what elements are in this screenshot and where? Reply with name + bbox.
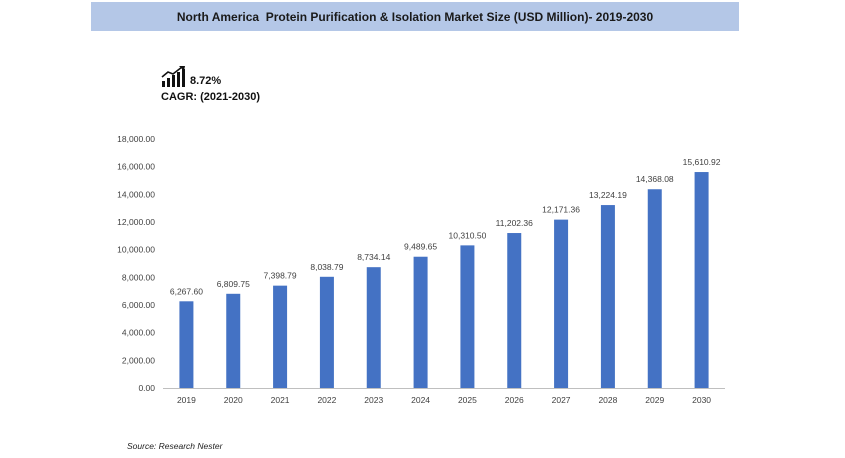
bar-2022	[319, 276, 334, 388]
bar-2021	[273, 285, 288, 388]
x-tick-label: 2019	[177, 395, 196, 405]
bar-2030	[694, 172, 709, 388]
data-label: 15,610.92	[683, 157, 721, 167]
bar-2019	[179, 301, 194, 388]
data-label: 8,038.79	[310, 262, 343, 272]
y-tick-label: 2,000.00	[122, 355, 155, 365]
chart-title: North America Protein Purification & Iso…	[91, 2, 739, 31]
y-tick-label: 12,000.00	[117, 217, 155, 227]
data-label: 12,171.36	[542, 205, 580, 215]
x-tick-label: 2023	[364, 395, 383, 405]
y-tick-label: 0.00	[138, 383, 155, 393]
y-tick-label: 18,000.00	[117, 134, 155, 144]
y-tick-label: 14,000.00	[117, 189, 155, 199]
bar-2020	[226, 293, 241, 388]
data-label: 6,267.60	[170, 286, 203, 296]
cagr-value: 8.72%	[190, 75, 222, 87]
x-tick-label: 2028	[598, 395, 617, 405]
x-tick-label: 2027	[552, 395, 571, 405]
cagr-block: 8.72% CAGR: (2021-2030)	[161, 64, 260, 103]
x-tick-label: 2025	[458, 395, 477, 405]
data-label: 14,368.08	[636, 174, 674, 184]
data-label: 7,398.79	[264, 271, 297, 281]
x-tick-label: 2029	[645, 395, 664, 405]
y-tick-label: 6,000.00	[122, 300, 155, 310]
source-note: Source: Research Nester	[127, 441, 223, 451]
y-tick-label: 16,000.00	[117, 162, 155, 172]
bar-2023	[366, 267, 381, 388]
bar-2027	[554, 219, 569, 388]
bar-2025	[460, 245, 475, 388]
cagr-label: CAGR: (2021-2030)	[161, 91, 261, 103]
data-label: 9,489.65	[404, 242, 437, 252]
y-tick-label: 8,000.00	[122, 272, 155, 282]
bar-2029	[647, 189, 662, 388]
x-tick-label: 2020	[224, 395, 243, 405]
data-label: 6,809.75	[217, 279, 250, 289]
x-tick-label: 2030	[692, 395, 711, 405]
x-tick-label: 2021	[271, 395, 290, 405]
y-tick-label: 4,000.00	[122, 328, 155, 338]
x-tick-label: 2022	[317, 395, 336, 405]
data-label: 11,202.36	[496, 218, 533, 228]
data-label: 13,224.19	[589, 190, 627, 200]
bar-2028	[600, 205, 615, 388]
data-label: 8,734.14	[357, 252, 390, 262]
growth-chart-icon	[161, 66, 185, 87]
bar-2026	[507, 233, 522, 388]
y-tick-label: 10,000.00	[117, 245, 155, 255]
x-tick-label: 2026	[505, 395, 524, 405]
x-tick-label: 2024	[411, 395, 430, 405]
bar-2024	[413, 256, 428, 388]
data-label: 10,310.50	[449, 230, 487, 240]
